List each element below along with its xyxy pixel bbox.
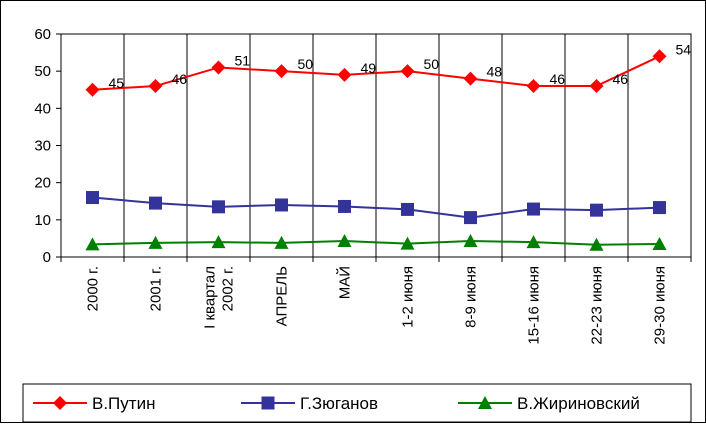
data-label: 48 [487, 64, 503, 80]
y-tick-label: 30 [34, 138, 51, 155]
data-label: 54 [676, 41, 692, 57]
data-point [400, 236, 415, 250]
data-point [274, 64, 289, 79]
y-tick-label: 50 [34, 63, 51, 80]
x-tick-label-line: 29-30 июня [652, 266, 669, 345]
x-tick-label: 29-30 июня [652, 266, 669, 345]
x-tick-label: 2001 г. [148, 266, 165, 311]
x-tick-label-line: I квартал [202, 266, 219, 329]
data-point [526, 235, 541, 249]
data-point [148, 235, 163, 249]
x-tick-label: I квартал 2002 г. [202, 266, 237, 329]
legend-label: В.Путин [92, 394, 155, 413]
y-tick-label: 0 [43, 249, 51, 266]
x-tick-label-line: МАЙ [336, 266, 354, 299]
legend-item: Г.Зюганов [241, 394, 378, 413]
legend-marker [261, 396, 275, 410]
data-label: 46 [172, 71, 188, 87]
y-tick-label: 20 [34, 175, 51, 192]
data-label: 45 [109, 75, 125, 91]
x-tick-label: 2000 г. [85, 266, 102, 311]
x-tick-label-line: 2000 г. [85, 266, 102, 311]
x-tick-label: 15-16 июня [526, 266, 543, 345]
data-point [86, 191, 99, 205]
data-label: 46 [613, 71, 629, 87]
legend-item: В.Жириновский [458, 394, 640, 413]
data-point [85, 237, 100, 251]
x-tick-label-line: АПРЕЛЬ [274, 266, 291, 326]
x-tick-label: 1-2 июня [400, 266, 417, 328]
data-point [589, 237, 604, 251]
data-point [149, 196, 162, 210]
x-tick-label-line: 15-16 июня [526, 266, 543, 345]
series-line [92, 196, 660, 219]
x-tick-label-line: 1-2 июня [400, 266, 417, 328]
series-1 [86, 191, 666, 225]
x-tick-label: 22-23 июня [589, 266, 606, 345]
data-point [85, 82, 100, 97]
data-point [148, 79, 163, 94]
x-tick-label: 8-9 июня [463, 266, 480, 328]
data-label: 49 [361, 60, 377, 76]
legend-box [22, 383, 692, 423]
data-point [653, 201, 666, 215]
x-tick-label-line: 22-23 июня [589, 266, 606, 345]
data-point [652, 236, 667, 250]
plot-area: 0 10 20 30 40 50 60 2000 г. 2001 г. I квартал 2002… [34, 26, 692, 345]
x-tick-label: АПРЕЛЬ [274, 266, 291, 326]
data-label: 50 [298, 56, 314, 72]
data-point [590, 203, 603, 217]
legend-label: Г.Зюганов [300, 394, 378, 413]
data-point [589, 79, 604, 94]
series-2 [85, 234, 667, 251]
data-label: 51 [235, 52, 251, 68]
data-point [337, 234, 352, 248]
data-point [464, 211, 477, 225]
data-label: 50 [424, 56, 440, 72]
data-point [337, 67, 352, 82]
x-tick-label-line: 8-9 июня [463, 266, 480, 328]
data-point [400, 64, 415, 79]
data-point [211, 235, 226, 249]
y-tick-label: 60 [34, 26, 51, 43]
data-point [526, 79, 541, 94]
series-line [92, 55, 660, 91]
data-point [527, 202, 540, 216]
data-point [652, 49, 667, 64]
x-tick-label: МАЙ [336, 266, 354, 299]
data-point [463, 234, 478, 248]
data-point [274, 235, 289, 249]
legend-label: В.Жириновский [517, 394, 640, 413]
series-line [92, 240, 660, 246]
data-point [211, 60, 226, 75]
data-point [275, 198, 288, 212]
legend-item: В.Путин [33, 394, 155, 413]
legend-marker [53, 396, 67, 410]
data-label: 46 [550, 71, 566, 87]
data-point [212, 200, 225, 214]
data-point [463, 71, 478, 86]
data-point [338, 199, 351, 213]
legend-marker [478, 396, 492, 409]
data-point [401, 202, 414, 216]
y-tick-label: 40 [34, 100, 51, 117]
y-tick-label: 10 [34, 212, 51, 229]
x-tick-label-line: 2001 г. [148, 266, 165, 311]
legend: В.Путин Г.Зюганов В.Жириновский [22, 383, 692, 423]
series-0: 45 46 51 50 49 50 48 46 46 54 [85, 41, 692, 97]
x-tick-label-line: 2002 г. [220, 266, 237, 311]
